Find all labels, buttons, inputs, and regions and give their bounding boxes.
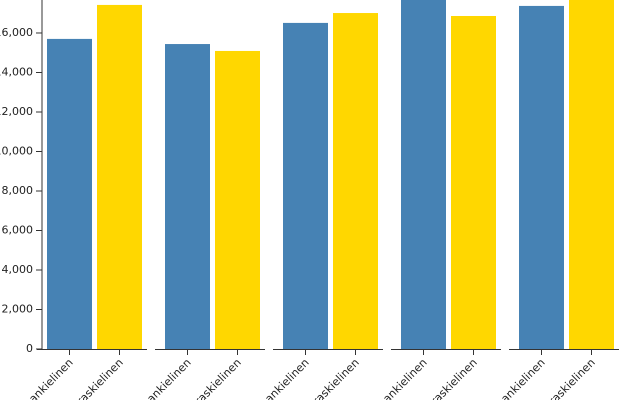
y-tick-label: 6,000: [2, 223, 34, 236]
x-tick-label: aankielinen: [494, 356, 548, 400]
bar: [401, 0, 446, 349]
bar: [47, 38, 92, 349]
bar: [97, 4, 142, 350]
bar: [451, 15, 496, 350]
bar: [165, 44, 210, 349]
y-tick-label: 0: [26, 342, 33, 355]
x-tick-label: raskielinen: [310, 356, 362, 400]
x-tick-label: raskielinen: [192, 356, 244, 400]
y-tick-label: 2,000: [2, 302, 34, 315]
y-tick-label: 12,000: [0, 105, 33, 118]
y-tick-label: 8,000: [2, 184, 34, 197]
x-tick-label: aankielinen: [22, 356, 76, 400]
y-tick-label: 16,000: [0, 26, 33, 39]
y-tick-label: 4,000: [2, 263, 34, 276]
bar: [215, 50, 260, 350]
bar: [519, 5, 564, 350]
bar: [333, 13, 378, 350]
y-tick-label: 10,000: [0, 144, 33, 157]
x-tick-label: aankielinen: [140, 356, 194, 400]
bar: [283, 22, 328, 350]
x-tick-label: raskielinen: [74, 356, 126, 400]
bar: [569, 0, 614, 349]
x-tick-label: raskielinen: [546, 356, 598, 400]
x-tick-label: aankielinen: [258, 356, 312, 400]
x-tick-label: aankielinen: [376, 356, 430, 400]
x-tick-label: raskielinen: [428, 356, 480, 400]
y-tick-label: 14,000: [0, 65, 33, 78]
